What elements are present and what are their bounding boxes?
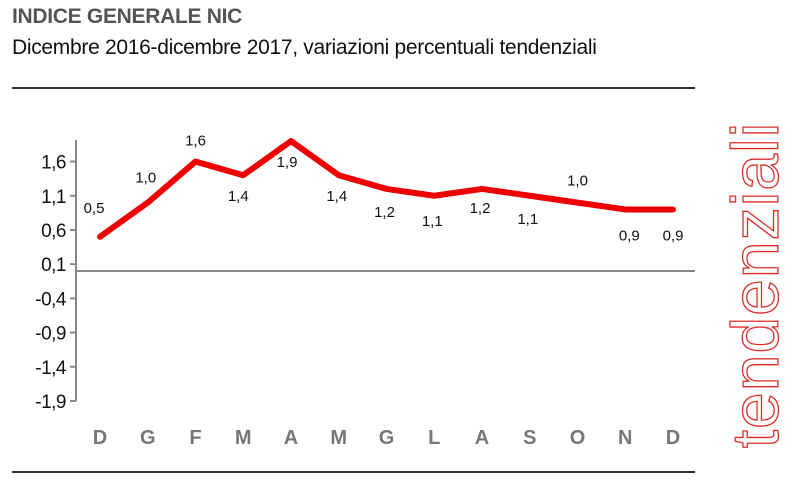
x-tick-label: A [284, 427, 298, 449]
data-label: 0,5 [84, 200, 105, 217]
data-label: 1,0 [567, 173, 588, 190]
y-tick-label: -1,4 [35, 358, 67, 379]
data-label: 1,6 [185, 133, 206, 150]
x-tick-label: G [379, 427, 395, 449]
x-tick-label: M [235, 427, 252, 449]
x-tick-label: S [523, 427, 536, 449]
data-label: 1,4 [228, 188, 249, 205]
y-tick-label: -0,4 [35, 289, 67, 310]
x-tick-label: F [189, 427, 201, 449]
data-label: 1,9 [277, 154, 298, 171]
y-tick-label: 0,1 [41, 255, 66, 276]
chart-subtitle: Dicembre 2016-dicembre 2017, variazioni … [12, 36, 597, 59]
y-tick-label: -0,9 [35, 324, 66, 345]
x-tick-label: M [330, 427, 347, 449]
bottom-rule [12, 471, 695, 473]
data-label: 1,0 [135, 170, 156, 187]
x-tick-label: D [666, 427, 680, 449]
data-label: 1,1 [422, 213, 443, 230]
y-tick-label: 1,6 [41, 153, 66, 174]
x-tick-label: O [570, 427, 586, 449]
data-label: 1,2 [374, 204, 395, 221]
x-tick-label: D [93, 427, 107, 449]
data-label: 1,2 [470, 200, 491, 217]
x-tick-label: A [475, 427, 489, 449]
data-label: 1,4 [326, 188, 347, 205]
x-tick-label: L [428, 427, 440, 449]
data-label: 0,9 [619, 227, 640, 244]
x-tick-label: N [618, 427, 632, 449]
y-tick-label: 0,6 [41, 221, 66, 242]
chart-title: INDICE GENERALE NIC [12, 5, 242, 28]
x-tick-label: G [140, 427, 156, 449]
data-label: 0,9 [663, 227, 684, 244]
top-rule [12, 87, 695, 89]
y-tick-label: 1,1 [41, 187, 66, 208]
y-tick-label: -1,9 [35, 392, 66, 413]
data-label: 1,1 [517, 211, 538, 228]
